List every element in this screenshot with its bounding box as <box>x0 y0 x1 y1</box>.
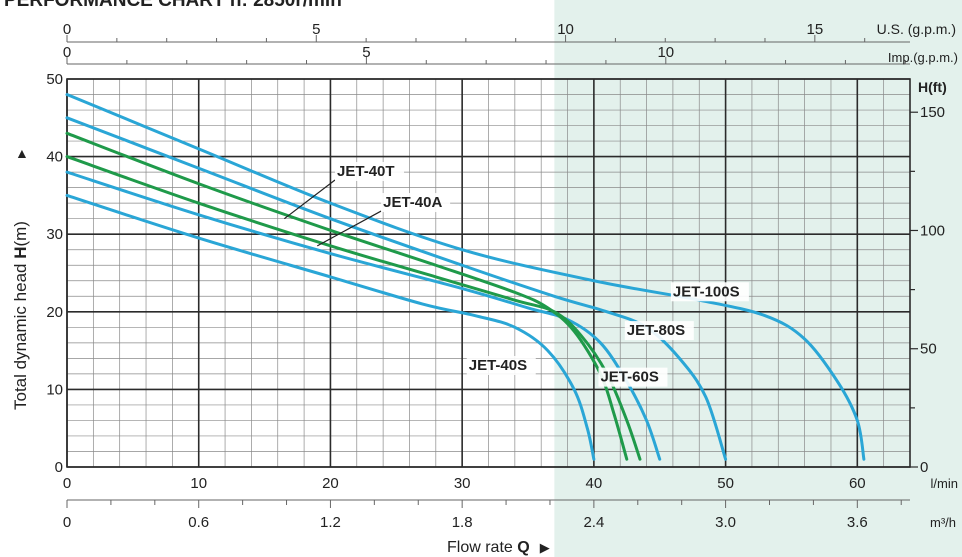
us-gpm-tick-label: 5 <box>312 21 320 38</box>
m3h-tick-label: 3.6 <box>847 514 868 531</box>
us-gpm-tick-label: 10 <box>557 21 574 38</box>
curve-label: JET-80S <box>627 322 685 339</box>
x-tick-label: 20 <box>322 475 339 492</box>
y-tick-label: 30 <box>46 226 63 243</box>
curve-label-bg <box>598 367 668 387</box>
m3h-tick-label: 0 <box>63 514 71 531</box>
leader-line <box>283 179 336 220</box>
y-axis-title: Total dynamic head H(m) <box>11 221 30 410</box>
chart-title: PERFORMANCE CHART n: 2850r/min <box>4 0 342 11</box>
imp-gpm-unit: Imp.(g.p.m.) <box>888 50 958 65</box>
curve-label-bg <box>466 356 536 375</box>
m3h-tick-label: 2.4 <box>583 514 604 531</box>
y-tick-label: 0 <box>55 459 63 476</box>
y-axis-title-symbol: H <box>11 247 30 259</box>
x-axis-title: Flow rate Q ▶ <box>447 539 550 556</box>
imp-gpm-tick-label: 10 <box>657 44 674 61</box>
curve-label-bg <box>624 321 694 341</box>
curve-jet-100s <box>65 93 866 461</box>
x-unit-label: l/min <box>931 476 958 491</box>
plot-frame <box>66 78 911 468</box>
curve-jet-80s <box>65 116 728 461</box>
us-gpm-tick-label: 15 <box>806 21 823 38</box>
y-axis-arrow-icon: ▲ <box>15 145 29 161</box>
curve-label-bg <box>335 162 405 181</box>
curve-label: JET-60S <box>600 369 658 386</box>
y-axis-title-prefix: Total dynamic head <box>11 259 30 410</box>
m3h-tick-label: 1.2 <box>320 514 341 531</box>
curve-label: JET-40A <box>383 194 442 211</box>
curve-label: JET-40S <box>469 357 527 374</box>
leader-line <box>316 210 382 247</box>
m3h-unit-label: m³/h <box>930 515 956 530</box>
y-axis-title-unit: (m) <box>11 221 30 246</box>
imp-gpm-tick-label: 0 <box>63 44 71 61</box>
m3h-tick-label: 3.0 <box>715 514 736 531</box>
bottom-axes: 0 10 20 30 40 50 60 l/min 0 0.6 1.2 1.8 2.4 3.0 3.6 m³/… <box>63 475 958 531</box>
y-tick-label: 40 <box>46 149 63 166</box>
us-gpm-unit: U.S. (g.p.m.) <box>877 21 956 37</box>
y-tick-label: 50 <box>46 71 63 88</box>
curve-jet-60s <box>65 170 662 461</box>
x-axis-title-symbol: Q <box>517 539 529 556</box>
curve-label: JET-40T <box>337 163 395 180</box>
curve-jet-40a <box>65 155 642 461</box>
y-axis-ticks: 0 10 20 30 40 50 <box>46 71 63 476</box>
x-tick-label: 10 <box>190 475 207 492</box>
ft-tick-label: 150 <box>920 104 945 121</box>
y-tick-label: 10 <box>46 381 63 398</box>
curve-label: JET-100S <box>673 283 740 300</box>
ft-tick-label: 50 <box>920 341 937 358</box>
right-axis: 0 50 100 150 H(ft) <box>910 79 947 476</box>
x-axis-title-text: Flow rate <box>447 539 517 556</box>
y-tick-label: 20 <box>46 304 63 321</box>
x-tick-label: 40 <box>586 475 603 492</box>
ft-tick-label: 100 <box>920 222 945 239</box>
curve-label-bg <box>670 282 749 302</box>
curve-label-bg <box>381 193 451 213</box>
highlight-band <box>554 0 962 557</box>
m3h-tick-label: 0.6 <box>188 514 209 531</box>
x-tick-label: 50 <box>717 475 734 492</box>
top-axes: 0 5 10 15 U.S. (g.p.m.) 0 5 10 Imp.(g.p.m.) <box>63 21 958 65</box>
x-tick-label: 60 <box>849 475 866 492</box>
x-tick-label: 0 <box>63 475 71 492</box>
curve-jet-40s <box>65 193 596 461</box>
ft-tick-label: 0 <box>920 459 928 476</box>
imp-gpm-tick-label: 5 <box>362 44 370 61</box>
x-axis-arrow-icon: ▶ <box>540 540 550 555</box>
curve-labels: JET-40T JET-40A JET-100S JET-80S JET-40S JET-… <box>283 162 749 387</box>
x-tick-label: 30 <box>454 475 471 492</box>
m3h-tick-label: 1.8 <box>452 514 473 531</box>
us-gpm-tick-label: 0 <box>63 21 71 38</box>
ft-axis-label: H(ft) <box>918 79 947 95</box>
